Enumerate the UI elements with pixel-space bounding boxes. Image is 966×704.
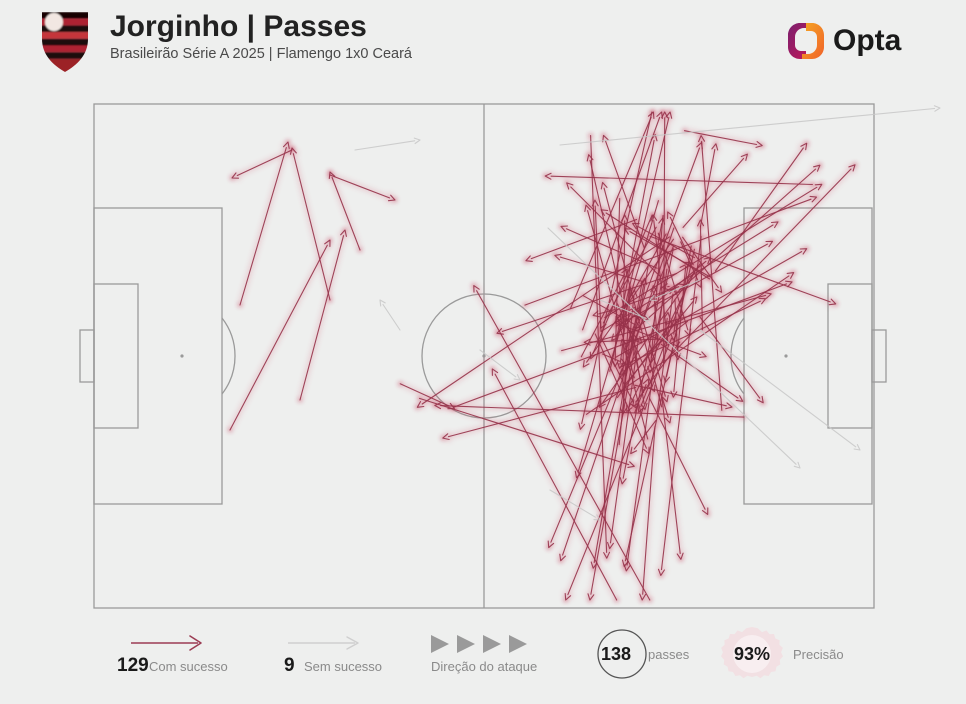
svg-text:Com sucesso: Com sucesso <box>149 659 228 674</box>
svg-text:Sem sucesso: Sem sucesso <box>304 659 382 674</box>
svg-text:93%: 93% <box>734 644 770 664</box>
svg-text:Precisão: Precisão <box>793 647 844 662</box>
svg-text:129: 129 <box>117 655 149 676</box>
svg-text:Direção do ataque: Direção do ataque <box>431 659 537 674</box>
svg-text:passes: passes <box>648 647 690 662</box>
svg-text:138: 138 <box>601 644 631 664</box>
svg-text:9: 9 <box>284 655 295 676</box>
